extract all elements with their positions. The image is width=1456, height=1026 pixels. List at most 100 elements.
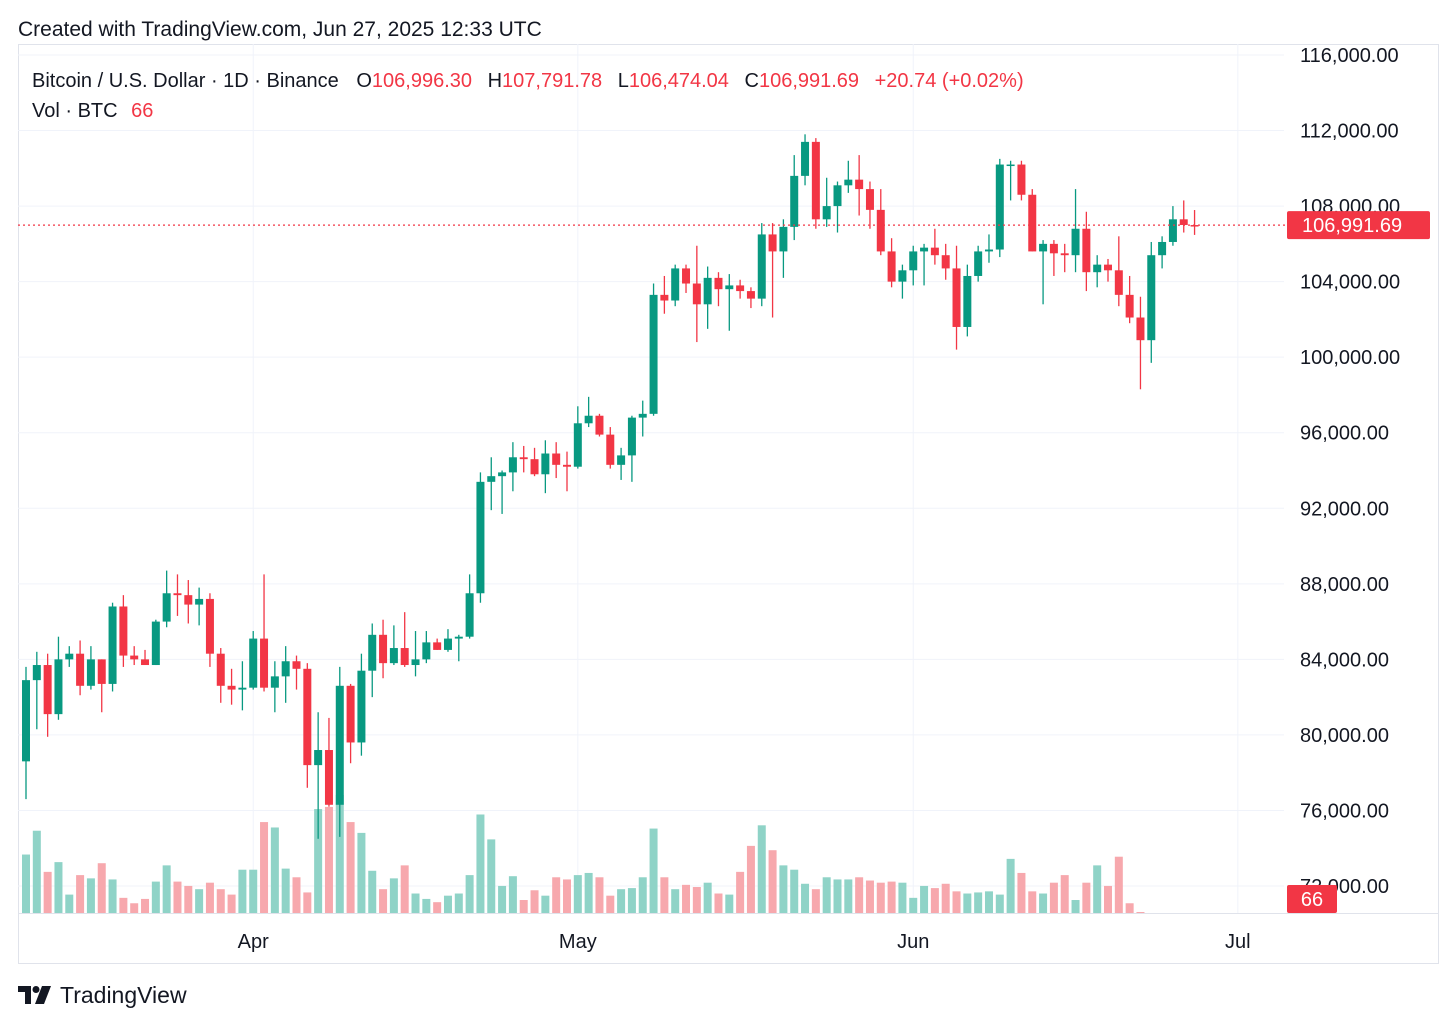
volume-bar: [692, 887, 701, 913]
last-volume-badge-text: 66: [1301, 889, 1323, 911]
candle-body: [508, 457, 517, 473]
volume-bar: [1136, 912, 1145, 913]
high-label: H: [487, 70, 503, 92]
price-tick-label: 80,000.00: [1300, 725, 1389, 747]
volume-bar: [909, 897, 918, 913]
volume-bar: [1006, 858, 1015, 913]
candle-body: [984, 249, 993, 252]
candle-body: [887, 251, 896, 282]
candle-body: [746, 291, 755, 299]
candle-body: [606, 434, 615, 465]
volume-bar: [465, 875, 474, 913]
candle-body: [86, 659, 95, 686]
candle-body: [920, 247, 929, 252]
volume-bar: [844, 879, 853, 913]
volume-bar: [249, 869, 258, 913]
volume-bar: [671, 889, 680, 913]
volume-bar: [541, 895, 550, 913]
volume-bar: [649, 828, 658, 913]
volume-bar: [1028, 891, 1037, 913]
volume-bar: [552, 877, 561, 913]
volume-bar: [1125, 903, 1134, 913]
volume-bar: [1114, 856, 1123, 913]
candle-body: [584, 415, 593, 424]
volume-bar: [595, 877, 604, 913]
volume-bar: [141, 898, 150, 913]
candle-body: [530, 459, 539, 475]
volume-bar: [519, 900, 528, 913]
candle-body: [844, 179, 853, 186]
volume-bar: [119, 897, 128, 913]
symbol-label[interactable]: Bitcoin / U.S. Dollar · 1D · Binance: [32, 70, 339, 92]
candle-body: [454, 636, 463, 639]
volume-bar: [54, 862, 63, 913]
candle-body: [162, 593, 171, 622]
candle-body: [811, 141, 820, 220]
volume-bar: [898, 882, 907, 913]
candle-body: [1082, 228, 1091, 273]
volume-bar: [335, 795, 344, 913]
volume-bar: [736, 871, 745, 913]
price-tick-label: 96,000.00: [1300, 423, 1389, 445]
candle-body: [563, 464, 571, 467]
candle-body: [32, 665, 41, 681]
brand-name: TradingView: [60, 981, 187, 1008]
chart-frame[interactable]: [18, 44, 1439, 964]
candle-body: [1158, 241, 1167, 256]
volume-bar: [1049, 882, 1058, 913]
volume-bar: [811, 889, 820, 913]
volume-bar: [476, 814, 485, 913]
volume-bar: [238, 869, 247, 913]
volume-bar: [173, 881, 182, 913]
candle-body: [1136, 317, 1145, 341]
candle-body: [1114, 270, 1123, 295]
candle-body: [281, 661, 290, 677]
high-value: 107,791.78: [502, 70, 603, 92]
volume-bar: [1071, 900, 1080, 913]
volume-bar: [952, 891, 961, 913]
price-tick-label: 116,000.00: [1300, 45, 1399, 67]
candle-body: [573, 423, 582, 467]
created-with-label: Created with TradingView.com, Jun 27, 20…: [18, 18, 542, 41]
volume-bar: [498, 885, 507, 913]
candle-body: [876, 209, 885, 252]
volume-bar: [433, 902, 442, 913]
time-axis[interactable]: Apr May Jun Jul: [238, 931, 1251, 953]
volume-bar: [617, 889, 626, 913]
time-tick-label: Jul: [1225, 931, 1251, 953]
time-tick-label: Apr: [238, 931, 269, 953]
candle-body: [952, 268, 961, 327]
candle-body: [1168, 219, 1177, 242]
candle-body: [443, 638, 452, 650]
candle-body: [682, 268, 691, 284]
candle-body: [346, 685, 355, 743]
candle-body: [205, 598, 214, 654]
volume-bar: [130, 903, 139, 913]
candle-body: [184, 595, 193, 605]
candle-body: [357, 670, 366, 743]
volume-bar: [984, 891, 993, 913]
price-tick-label: 84,000.00: [1300, 649, 1389, 671]
volume-label[interactable]: Vol · BTC: [32, 100, 118, 122]
candle-body: [1147, 255, 1156, 341]
candle-body: [130, 655, 139, 660]
volume-bar: [779, 865, 788, 913]
price-tick-label: 76,000.00: [1300, 800, 1389, 822]
close-value: 106,991.69: [758, 70, 860, 92]
volume-value: 66: [131, 100, 154, 122]
candle-body: [1071, 228, 1080, 256]
volume-bar: [1039, 893, 1048, 913]
volume-bar: [703, 882, 712, 913]
candle-body: [649, 294, 658, 414]
candle-body: [216, 653, 225, 686]
candle-body: [498, 472, 507, 477]
candle-body: [1049, 243, 1058, 254]
volume-bar: [563, 879, 571, 913]
volume-bar: [324, 806, 333, 913]
volume-bar: [151, 881, 160, 913]
candle-body: [270, 676, 279, 688]
price-axis[interactable]: 116,000.00112,000.00108,000.00104,000.00…: [1287, 45, 1430, 913]
volume-bar: [876, 882, 885, 913]
tradingview-footer[interactable]: TradingView: [18, 980, 187, 1010]
